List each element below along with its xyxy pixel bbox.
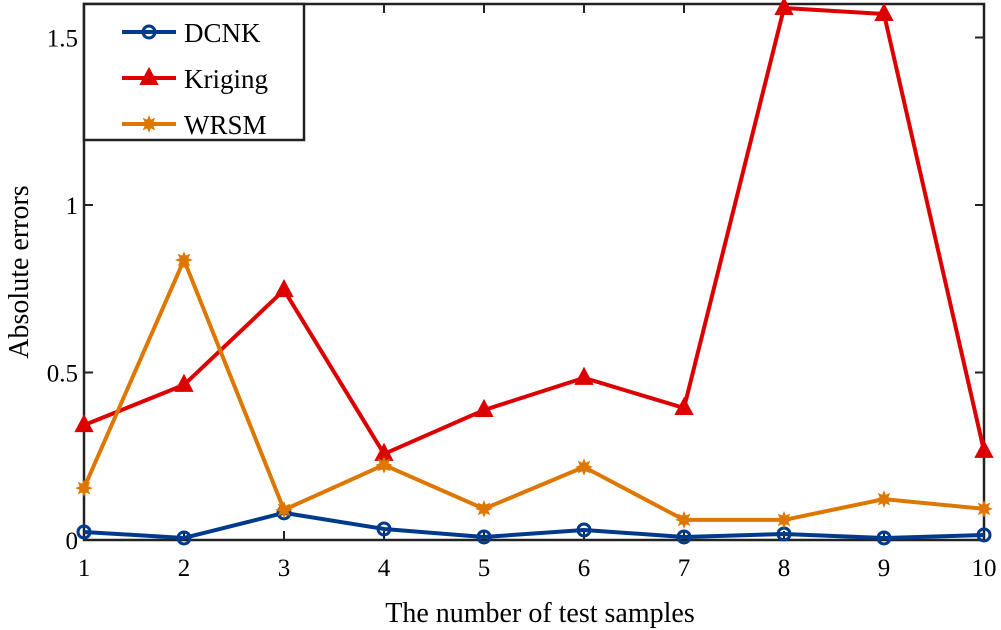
data-point — [676, 529, 692, 545]
y-tick-label: 1.5 — [47, 26, 78, 53]
data-point — [476, 529, 492, 545]
x-axis-label: The number of test samples — [385, 598, 694, 629]
x-tick-label: 9 — [878, 555, 891, 582]
data-point — [775, 511, 793, 529]
legend: DCNK Kriging WRSM — [82, 2, 306, 142]
x-tick-label: 8 — [778, 555, 791, 582]
data-point — [475, 500, 493, 518]
data-point — [974, 439, 994, 458]
data-point — [176, 530, 192, 546]
x-tick-label: 4 — [378, 555, 391, 582]
data-point — [76, 524, 92, 540]
data-point — [675, 511, 693, 529]
data-point — [876, 530, 892, 546]
x-tick-label: 2 — [178, 555, 191, 582]
legend-marker — [139, 66, 159, 85]
data-point — [175, 251, 193, 269]
series-line — [83, 6, 986, 456]
data-point — [375, 456, 393, 474]
data-point — [274, 278, 294, 298]
y-axis-label: Absolute errors — [4, 185, 35, 358]
legend-item-dcnk: DCNK — [122, 18, 261, 48]
x-tick-label: 10 — [972, 555, 997, 582]
legend-item-kriging: Kriging — [122, 64, 268, 94]
data-point — [75, 479, 93, 497]
data-point — [376, 521, 392, 537]
series-wrsm — [75, 251, 993, 529]
data-point — [576, 522, 592, 538]
x-tick-label: 1 — [78, 555, 91, 582]
plot-frame — [82, 2, 986, 542]
legend-label: WRSM — [184, 110, 267, 140]
series-kriging — [74, 0, 994, 461]
data-point — [575, 458, 593, 476]
data-point — [674, 396, 694, 416]
series-line — [83, 510, 985, 540]
series-line — [82, 257, 985, 522]
y-tick-label: 0 — [66, 528, 79, 555]
x-tick-label: 7 — [678, 555, 691, 582]
x-tick-label: 3 — [278, 555, 291, 582]
x-tick-label: 6 — [578, 555, 591, 582]
legend-marker — [140, 115, 158, 133]
data-point — [474, 398, 494, 418]
data-point — [975, 500, 993, 518]
series-dcnk — [76, 505, 992, 546]
data-point — [74, 413, 94, 433]
y-tick-label: 0.5 — [47, 361, 78, 388]
data-point — [174, 373, 194, 392]
data-point — [774, 0, 794, 16]
data-point — [976, 527, 992, 543]
legend-marker — [141, 24, 157, 40]
data-point — [275, 501, 293, 519]
data-point — [875, 490, 893, 508]
data-point — [574, 366, 594, 385]
y-tick-label: 1 — [66, 193, 79, 220]
legend-label: DCNK — [184, 18, 261, 48]
legend-item-wrsm: WRSM — [122, 110, 267, 140]
legend-label: Kriging — [184, 64, 268, 94]
legend-box — [82, 2, 306, 142]
data-point — [874, 2, 894, 22]
x-tick-label: 5 — [478, 555, 491, 582]
